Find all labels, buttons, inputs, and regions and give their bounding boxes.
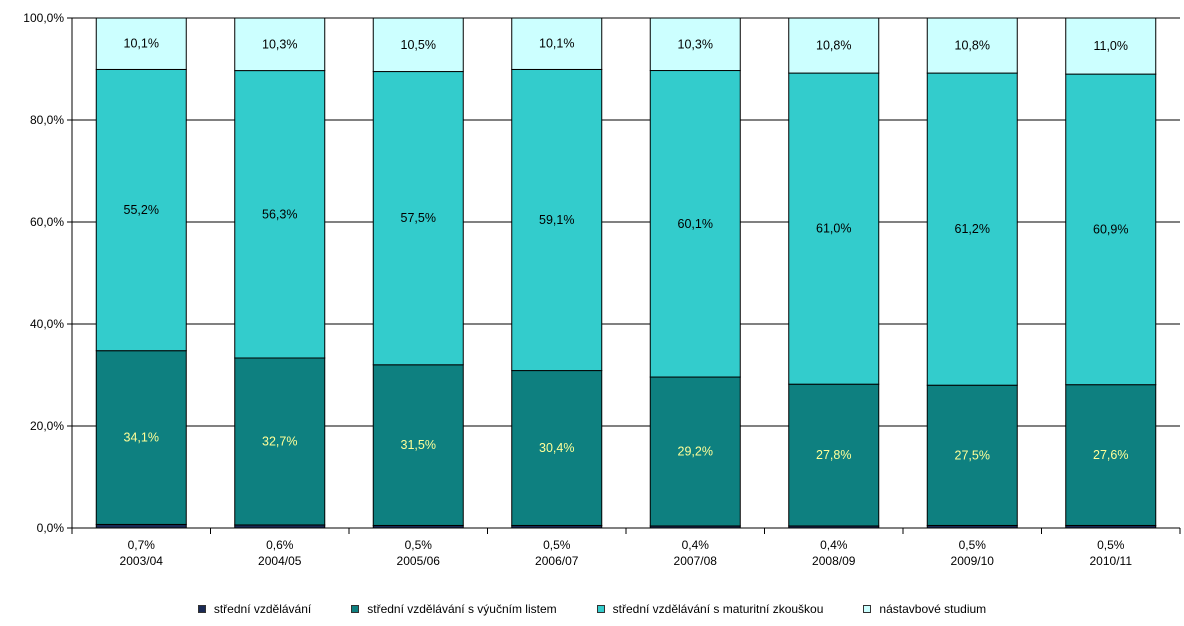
bar-segment	[372, 364, 464, 526]
legend-item: střední vzdělávání s maturitní zkouškou	[596, 602, 824, 616]
bar-segment	[95, 350, 187, 525]
y-tick-label: 60,0%	[30, 215, 64, 229]
bar-segment	[926, 17, 1018, 74]
bar-segment	[788, 383, 880, 527]
data-label: 0,5%	[959, 538, 987, 552]
data-label: 10,3%	[262, 37, 297, 51]
bar-segment	[649, 70, 741, 378]
legend-item: střední vzdělávání s výučním listem	[351, 602, 557, 616]
data-label: 0,4%	[820, 538, 848, 552]
y-tick-label: 100,0%	[23, 11, 64, 25]
data-label: 32,7%	[262, 434, 297, 448]
bar-segment	[234, 17, 326, 72]
bar-segment	[95, 523, 187, 529]
data-label: 56,3%	[262, 207, 297, 221]
bar-segment	[788, 17, 880, 74]
legend-label: nástavbové studium	[879, 602, 987, 616]
data-label: 10,8%	[955, 39, 990, 53]
data-label: 27,5%	[955, 448, 990, 462]
data-label: 34,1%	[124, 431, 159, 445]
legend-label: střední vzdělávání	[213, 602, 312, 616]
data-label: 0,7%	[128, 538, 156, 552]
axes: 0,0% 20,0% 40,0% 60,0% 80,0% 100,0% 0,7% 2003/0…	[23, 11, 1181, 568]
data-label: 29,2%	[678, 445, 713, 459]
data-label: 30,4%	[539, 441, 574, 455]
bars	[95, 17, 1157, 529]
data-label: 61,0%	[816, 222, 851, 236]
x-tick-label: 2007/08	[674, 554, 718, 568]
x-tick-label: 2010/11	[1090, 554, 1133, 568]
data-label: 0,5%	[1097, 538, 1125, 552]
bar-segment	[372, 17, 464, 73]
data-label: 60,9%	[1093, 222, 1128, 236]
y-tick-label: 0,0%	[37, 521, 65, 535]
legend-swatch	[863, 605, 872, 613]
bar-segment	[1065, 17, 1157, 75]
data-label: 57,5%	[401, 211, 436, 225]
bar-segment	[372, 71, 464, 366]
legend-swatch	[197, 605, 206, 613]
x-tick-label: 2009/10	[951, 554, 995, 568]
bar-segment	[1065, 384, 1157, 526]
data-label: 10,3%	[678, 37, 713, 51]
data-label: 55,2%	[124, 203, 159, 217]
data-label: 11,0%	[1093, 39, 1128, 53]
bar-segment	[1065, 73, 1157, 386]
bar-segment	[649, 17, 741, 72]
data-label: 0,6%	[266, 538, 294, 552]
data-label: 31,5%	[401, 438, 436, 452]
data-labels: 34,1% 55,2% 10,1% 32,7% 56,3% 10,3% 31,5% 57,5%…	[124, 37, 1129, 463]
stacked-bar-chart: 34,1% 55,2% 10,1% 32,7% 56,3% 10,3% 31,5% 57,5%…	[23, 11, 1181, 568]
y-tick-label: 20,0%	[30, 419, 64, 433]
data-label: 27,8%	[816, 448, 851, 462]
data-label: 10,1%	[539, 37, 574, 51]
bar-segment	[511, 370, 603, 526]
bar-segment	[511, 68, 603, 372]
legend: střední vzdělávání střední vzdělávání s …	[0, 602, 1184, 616]
data-label: 0,4%	[682, 538, 710, 552]
data-label: 10,5%	[401, 38, 436, 52]
y-tick-label: 40,0%	[30, 317, 64, 331]
bar-segment	[926, 72, 1018, 386]
data-label: 0,5%	[405, 538, 433, 552]
data-label: 0,5%	[543, 538, 571, 552]
legend-item: nástavbové studium	[863, 602, 986, 616]
data-label: 27,6%	[1093, 448, 1128, 462]
bar-segment	[511, 17, 603, 70]
legend-item: střední vzdělávání	[197, 602, 312, 616]
x-tick-label: 2005/06	[397, 554, 441, 568]
data-label: 10,1%	[124, 37, 159, 51]
x-tick-label: 2004/05	[258, 554, 302, 568]
bar-segment	[926, 384, 1018, 526]
data-label: 61,2%	[955, 222, 990, 236]
legend-label: střední vzdělávání s maturitní zkouškou	[612, 602, 824, 616]
x-tick-label: 2008/09	[812, 554, 856, 568]
bar-segment	[95, 17, 187, 70]
x-tick-label: 2006/07	[535, 554, 579, 568]
bar-segment	[649, 376, 741, 527]
data-label: 60,1%	[678, 217, 713, 231]
bar-segment	[95, 68, 187, 352]
y-tick-label: 80,0%	[30, 113, 64, 127]
data-label: 10,8%	[816, 39, 851, 53]
legend-swatch	[596, 605, 605, 613]
legend-label: střední vzdělávání s výučním listem	[367, 602, 557, 616]
x-tick-label: 2003/04	[120, 554, 164, 568]
data-label: 59,1%	[539, 213, 574, 227]
legend-swatch	[351, 605, 360, 613]
